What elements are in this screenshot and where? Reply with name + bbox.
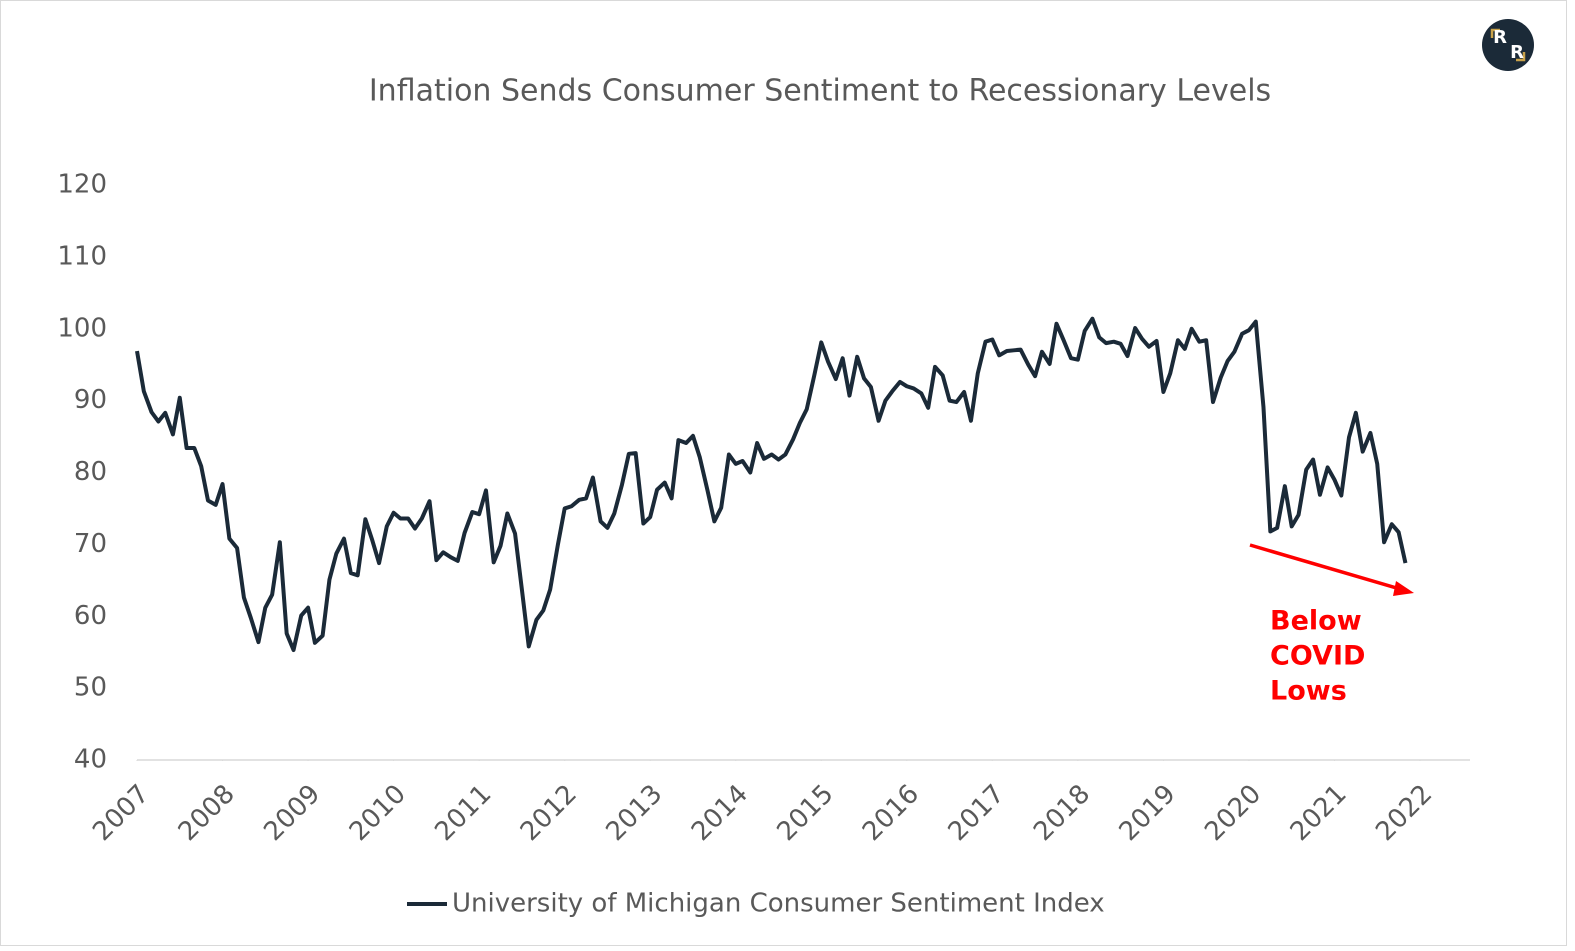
logo-corner xyxy=(1490,28,1526,62)
logo: R R xyxy=(1482,19,1534,71)
chart-title: Inflation Sends Consumer Sentiment to Re… xyxy=(369,74,1271,109)
annotation: COVID xyxy=(1270,641,1365,672)
arrow-shaft xyxy=(1249,543,1401,591)
y-tick-label: 90 xyxy=(74,385,107,415)
legend-label: University of Michigan Consumer Sentimen… xyxy=(452,889,1105,919)
series-line xyxy=(135,316,1408,653)
y-tick-label: 110 xyxy=(57,241,107,271)
logo-letter: R xyxy=(1510,42,1524,63)
y-tick-label: 100 xyxy=(57,313,107,343)
y-tick-label: 60 xyxy=(74,601,107,631)
y-tick-label: 50 xyxy=(74,673,107,703)
logo-letter: R xyxy=(1493,27,1507,48)
y-tick-label: 40 xyxy=(74,745,107,775)
annotation: Below xyxy=(1270,606,1362,637)
annotation-arrow xyxy=(1249,543,1414,596)
logo-circle xyxy=(1482,19,1534,71)
y-tick-label: 80 xyxy=(74,457,107,487)
arrow-head xyxy=(1393,581,1414,596)
annotation: Lows xyxy=(1270,676,1347,707)
y-tick-label: 70 xyxy=(74,529,107,559)
y-tick-label: 120 xyxy=(57,170,107,200)
